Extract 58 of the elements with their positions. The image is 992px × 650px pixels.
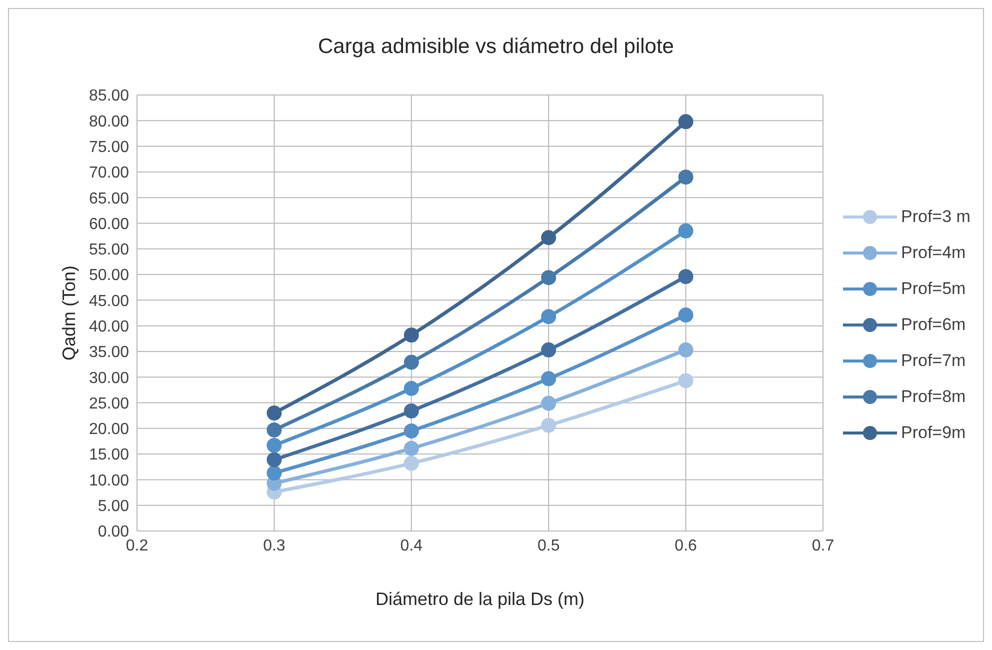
point	[541, 342, 556, 358]
y-tick-label: 50.00	[88, 267, 130, 284]
y-tick-label: 85.00	[88, 88, 130, 105]
y-tick-label: 45.00	[88, 292, 130, 310]
y-tick-label: 35.00	[88, 344, 130, 362]
y-tick-label: 80.00	[88, 113, 130, 130]
y-axis-title: Qadm (Ton)	[59, 265, 79, 361]
legend-label: Prof=4m	[901, 243, 966, 263]
y-tick-label: 60.00	[88, 216, 130, 233]
point	[541, 418, 556, 433]
point	[404, 456, 419, 471]
x-tick-label: 0.6	[674, 537, 698, 554]
point	[541, 309, 556, 324]
x-tick-label: 0.4	[400, 537, 423, 554]
point	[404, 380, 419, 396]
point	[266, 438, 282, 453]
legend-label: Prof=9m	[901, 423, 966, 443]
y-tick-label: 75.00	[88, 138, 130, 156]
legend-label: Prof=3 m	[901, 207, 970, 227]
point	[678, 342, 694, 358]
point	[404, 440, 419, 456]
point	[678, 373, 694, 388]
y-tick-label: 10.00	[88, 472, 130, 490]
y-tick-label: 20.00	[88, 421, 130, 438]
point	[678, 170, 694, 185]
y-tick-label: 40.00	[88, 318, 130, 336]
point	[541, 396, 556, 411]
legend-label: Prof=8m	[901, 387, 966, 407]
point	[541, 230, 556, 246]
y-tick-label: 15.00	[88, 446, 130, 464]
point	[678, 223, 694, 238]
x-tick-label: 0.3	[263, 537, 286, 554]
point	[266, 406, 282, 421]
x-axis-title: Diámetro de la pila Ds (m)	[375, 589, 585, 609]
point	[678, 308, 694, 323]
point	[404, 328, 419, 343]
legend-label: Prof=6m	[901, 315, 966, 335]
y-tick-label: 65.00	[88, 190, 130, 208]
chart-title: Carga admisible vs diámetro del pilote	[316, 35, 675, 59]
point	[404, 354, 419, 370]
y-tick-label: 25.00	[88, 395, 130, 412]
point	[541, 371, 556, 386]
y-tick-label: 5.00	[98, 498, 130, 516]
x-tick-label: 0.7	[812, 537, 834, 554]
point	[266, 466, 282, 481]
point	[541, 270, 556, 286]
legend-label: Prof=5m	[901, 279, 966, 299]
legend-label: Prof=7m	[901, 351, 966, 371]
y-tick-label: 30.00	[88, 370, 130, 387]
y-tick-label: 70.00	[88, 164, 130, 182]
point	[266, 452, 282, 468]
y-tick-label: 55.00	[88, 242, 130, 259]
point	[266, 422, 282, 438]
point	[678, 114, 694, 130]
point	[404, 423, 419, 438]
point	[678, 269, 694, 284]
x-tick-label: 0.5	[537, 537, 560, 554]
point	[404, 403, 419, 418]
